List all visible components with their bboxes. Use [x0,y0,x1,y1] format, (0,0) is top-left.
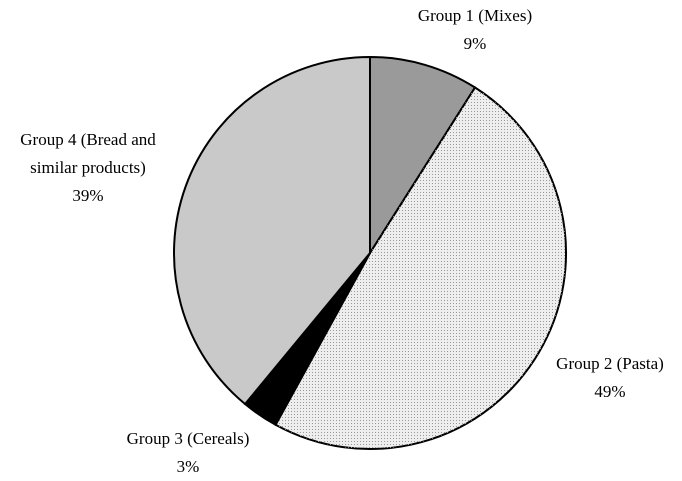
slice-label: Group 3 (Cereals) 3% [127,425,250,481]
slice-label: Group 2 (Pasta) 49% [556,350,664,406]
value-label: 9% [463,34,487,53]
category-label: Group 1 (Mixes) [417,6,533,25]
slice-label: Group 1 (Mixes) 9% [418,2,532,58]
value-label: 39% [72,186,104,205]
slice-label: Group 4 (Bread and similar products) 39% [3,126,173,210]
category-label: Group 2 (Pasta) [556,354,664,373]
value-label: 49% [594,382,626,401]
category-label: Group 4 (Bread and similar products) [20,130,156,177]
pie-slice [173,55,371,406]
category-label: Group 3 (Cereals) [126,429,250,448]
value-label: 3% [176,457,200,476]
